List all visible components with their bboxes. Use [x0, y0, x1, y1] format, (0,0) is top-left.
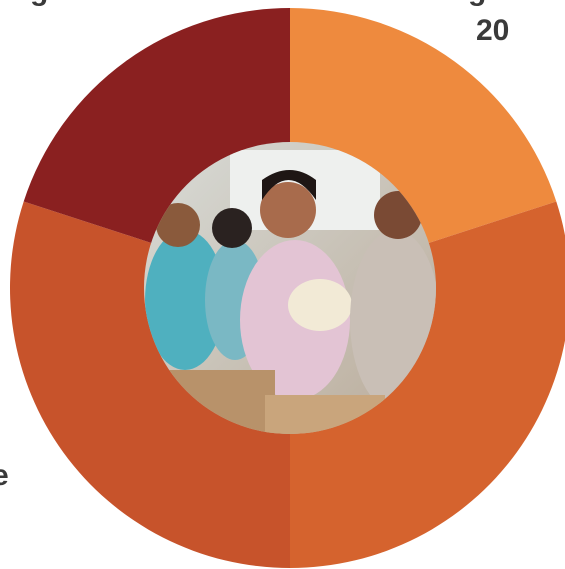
annotation: g [30, 0, 48, 7]
chart: g g 20 e [0, 0, 565, 569]
annotation: 20 [476, 14, 509, 47]
annotation: g [468, 0, 486, 7]
annotation: e [0, 459, 9, 492]
